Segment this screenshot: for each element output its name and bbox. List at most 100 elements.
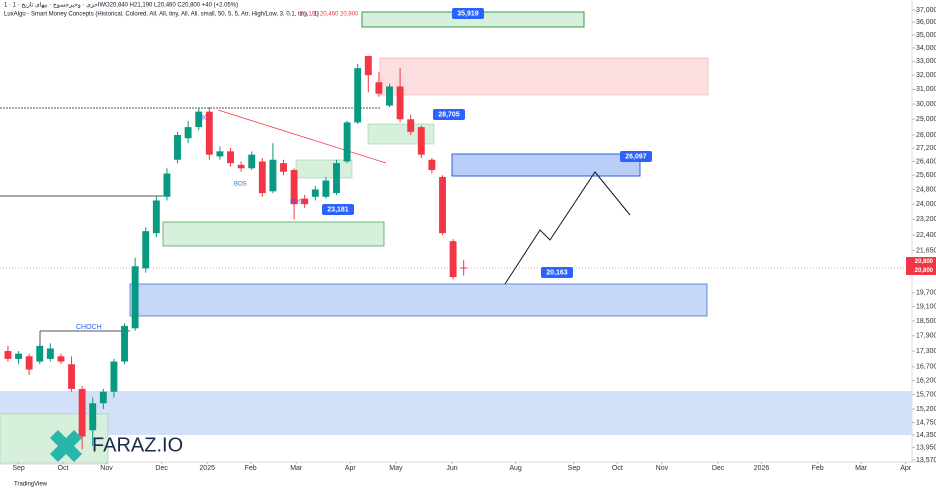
ohlc: O20,840 H21,190 L20,460 C20,800 +40 (+2.… xyxy=(105,3,238,9)
projection xyxy=(504,171,631,285)
candle-body xyxy=(15,353,22,359)
x-tick-label: Dec xyxy=(712,465,725,472)
y-tick-label: 25,600 xyxy=(916,172,936,179)
y-tick-label: 18,500 xyxy=(916,318,936,325)
candle-body xyxy=(343,122,351,162)
candle-body xyxy=(290,170,298,205)
candle-body xyxy=(121,325,128,362)
price-tag-label: 20,800 xyxy=(915,259,934,265)
candle-body xyxy=(163,173,171,197)
y-tick-label: 22,400 xyxy=(916,232,936,239)
candle-body xyxy=(237,164,245,169)
x-tick-label: Oct xyxy=(612,465,623,472)
y-tick-label: 14,750 xyxy=(916,419,936,426)
candle-body xyxy=(25,356,33,370)
candle-body xyxy=(4,351,12,359)
y-tick-label: 32,000 xyxy=(916,72,936,79)
y-tick-label: 37,000 xyxy=(916,7,936,14)
header-title: 1 · اخزی · وخبرجسوخ · بیهای تاریخ · 1W xyxy=(4,2,106,9)
level-tag xyxy=(452,8,484,19)
candle-body xyxy=(184,127,192,139)
candle-body xyxy=(428,159,436,171)
y-tick-label: 16,700 xyxy=(916,364,936,371)
y-tick-label: 19,700 xyxy=(916,290,936,297)
level-tag xyxy=(433,109,465,120)
y-tick-label: 19,100 xyxy=(916,303,936,310)
x-tick-label: Oct xyxy=(58,465,69,472)
candle-body xyxy=(89,403,97,431)
candle-body xyxy=(269,159,277,192)
candle-body xyxy=(311,189,319,197)
zone xyxy=(379,57,709,96)
candle-body xyxy=(131,266,139,329)
level-label: 28,705 xyxy=(438,111,460,118)
x-tick-label: May xyxy=(389,465,403,472)
candle-body xyxy=(46,348,54,359)
y-tick-label: 26,400 xyxy=(916,158,936,165)
candle-body xyxy=(78,388,86,437)
y-tick-label: 27,200 xyxy=(916,145,936,152)
y-tick-label: 14,350 xyxy=(916,432,936,439)
candle-body xyxy=(68,364,75,389)
y-tick-label: 24,000 xyxy=(916,201,936,208)
candle-body xyxy=(99,391,107,404)
trend-line xyxy=(217,109,387,164)
y-tick-label: 13,570 xyxy=(916,457,936,464)
level-label: 35,919 xyxy=(457,10,479,17)
candle-body xyxy=(301,198,309,205)
level-tag xyxy=(541,267,573,278)
candle-body xyxy=(110,361,118,392)
x-tick-label: Sep xyxy=(568,465,581,472)
watermark-text: FARAZ.IO xyxy=(92,434,183,456)
y-tick-label: 35,000 xyxy=(916,32,936,39)
zone xyxy=(295,159,353,179)
zone xyxy=(451,153,641,177)
x-tick-label: Apr xyxy=(900,465,912,472)
logo xyxy=(50,430,82,462)
y-tick-label: 30,000 xyxy=(916,101,936,108)
y-tick-label: 33,000 xyxy=(916,58,936,65)
candle-body xyxy=(439,176,446,234)
candle-body xyxy=(142,231,150,269)
price-tag-label: 20,800 xyxy=(915,268,934,274)
y-tick-label: 36,000 xyxy=(916,19,936,26)
x-tick-label: 2025 xyxy=(199,465,215,472)
candle-body xyxy=(248,154,256,169)
zone xyxy=(367,123,435,145)
candle-body xyxy=(216,151,224,157)
candle-body xyxy=(195,111,203,128)
price-tag xyxy=(906,266,936,275)
candle-body xyxy=(57,356,65,362)
price-tag xyxy=(906,257,936,266)
x-tick-label: Nov xyxy=(656,465,669,472)
candle-body xyxy=(205,111,213,155)
zone xyxy=(129,283,708,317)
candle-body xyxy=(227,151,234,164)
candle-body xyxy=(258,161,266,194)
zones xyxy=(0,11,912,465)
level-label: 23,181 xyxy=(327,206,349,213)
candle-body xyxy=(364,55,372,76)
candle-body xyxy=(449,241,457,278)
candle-body xyxy=(322,180,330,197)
x-tick-label: Nov xyxy=(100,465,113,472)
bos-label: BOS xyxy=(290,200,303,206)
y-tick-label: 34,000 xyxy=(916,45,936,52)
plot xyxy=(4,55,468,450)
candle-body xyxy=(386,86,393,106)
candle-body xyxy=(36,345,44,362)
x-tick-label: Aug xyxy=(509,465,522,472)
brand: TradingView xyxy=(14,482,48,488)
candle-body xyxy=(333,163,340,194)
level-label: 26,097 xyxy=(625,153,647,160)
y-tick-label: 17,900 xyxy=(916,333,936,340)
candle-body xyxy=(375,82,383,94)
y-tick-label: 29,000 xyxy=(916,116,936,123)
y-tick-label: 31,000 xyxy=(916,86,936,93)
x-tick-label: Feb xyxy=(812,465,824,472)
y-tick-label: 24,800 xyxy=(916,186,936,193)
x-tick-label: Jun xyxy=(446,465,457,472)
y-tick-label: 16,200 xyxy=(916,377,936,384)
bos-label: BOS xyxy=(200,116,213,122)
